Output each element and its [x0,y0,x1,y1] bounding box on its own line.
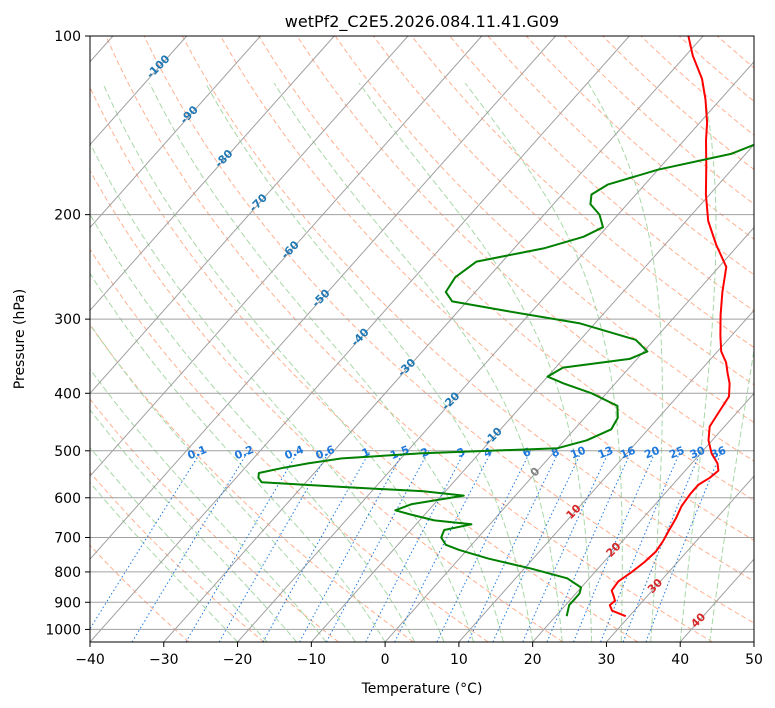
y-tick-label: 1000 [45,622,81,638]
isobars [90,36,754,630]
dry-adiabat [90,86,639,642]
moist-adiabat [148,82,504,642]
isotherm [606,475,754,642]
moist-adiabat [90,213,416,642]
mixing-ratio-line [573,450,657,642]
moist-adiabat [273,82,563,642]
x-tick-label: 20 [524,652,542,668]
x-axis-ticks: −40 −30 −20 −10 0 10 20 30 40 50 [75,642,763,668]
dry-adiabat [90,471,265,642]
moist-adiabat [90,142,445,642]
mixing-ratio-line [90,450,203,630]
mixing-ratio-line [600,450,681,642]
dry-adiabat [373,36,754,386]
x-tick-label: 30 [598,652,616,668]
y-tick-label: 700 [54,531,81,547]
mixing-ratio-label: 13 [596,444,615,462]
x-tick-label: 40 [671,652,689,668]
y-tick-label: 600 [54,491,81,507]
x-tick-label: −10 [297,652,327,668]
dry-adiabat [296,36,754,462]
isotherm [384,226,754,642]
sounding-series [257,36,754,618]
dry-adiabat [258,36,754,501]
dry-adiabat [181,36,754,582]
mixing-ratio-label: 1 [360,445,372,460]
isotherm [90,36,335,312]
mixing-ratio-line [622,450,702,642]
moist-adiabats [90,82,754,642]
isotherm [458,309,754,642]
moist-adiabat [587,82,663,642]
isotherm [90,36,630,642]
mixing-ratio-line [645,450,723,642]
mixing-ratio-line [546,450,632,642]
isotherm [237,60,754,642]
isotherm [90,36,556,560]
x-tick-label: −40 [75,652,105,668]
y-axis-label: Pressure (hPa) [12,289,28,389]
mixing-ratio-label: 10 [569,444,588,462]
plot-frame [89,35,755,643]
mixing-ratio-label: 30 [688,444,707,462]
x-tick-label: −20 [223,652,253,668]
isotherm [310,143,754,642]
isotherm [90,36,188,146]
chart-title: wetPf2_C2E5.2026.084.11.41.G09 [285,12,559,32]
dry-adiabat [143,36,754,624]
y-tick-label: 900 [54,595,81,611]
moist-adiabat [90,272,386,642]
mixing-ratio-line [436,450,532,642]
mixing-ratio-line [299,450,405,642]
isotherm [90,36,261,229]
moist-adiabat [90,323,357,642]
mixing-ratio-label: 25 [667,444,686,462]
x-tick-label: 0 [381,652,390,668]
moist-adiabat [90,368,327,642]
moist-adiabat [679,82,717,642]
x-tick-label: −30 [149,652,179,668]
moist-adiabat [90,446,268,642]
temperature-line [608,36,731,618]
y-tick-label: 500 [54,444,81,460]
x-tick-label: 10 [450,652,468,668]
moist-adiabat [102,82,475,642]
y-tick-label: 100 [54,29,81,45]
y-axis-ticks: 100 200 300 400 500 600 700 800 900 1000 [45,29,90,638]
dry-adiabat [411,36,754,349]
plot-area: 0.1 0.2 0.4 0.6 1 1.5 2 3 4 6 8 10 13 16 20 25 30 36 -100… [90,36,754,642]
y-tick-label: 400 [54,386,81,402]
dewpoint-line [257,143,754,617]
x-tick-label: 50 [745,652,763,668]
mixing-ratio-line [131,450,249,642]
mixing-ratio-line [262,450,371,642]
isotherm [90,36,409,395]
dry-adiabat [90,248,489,642]
mixing-ratio-label: 8 [549,445,561,460]
isotherm [532,392,754,642]
mixing-ratio-label: 16 [618,444,637,462]
isotherm [163,36,704,642]
y-tick-label: 800 [54,565,81,581]
y-tick-label: 200 [54,208,81,224]
moist-adiabat [464,82,623,642]
moist-adiabat [90,408,297,642]
isotherms [90,36,754,642]
moist-adiabat [90,481,238,642]
y-tick-label: 300 [54,312,81,328]
x-axis-label: Temperature (°C) [361,681,483,697]
moist-adiabat [204,82,534,642]
mixing-ratio-line [325,450,430,642]
mixing-ratio-label: 20 [643,444,662,462]
isotherm [90,36,483,477]
moist-adiabat [709,346,754,642]
